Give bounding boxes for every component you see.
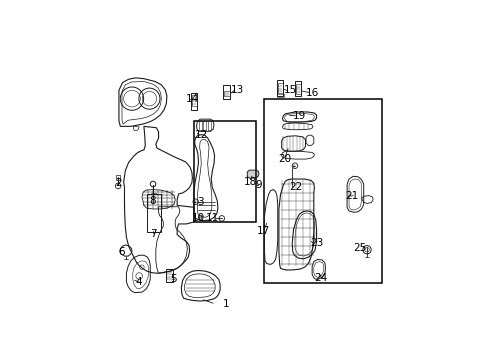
Text: 20: 20 <box>278 154 291 164</box>
Text: 15: 15 <box>283 85 296 95</box>
Text: 24: 24 <box>314 273 327 283</box>
Bar <box>223 85 230 99</box>
Text: 17: 17 <box>257 226 270 236</box>
Text: 13: 13 <box>231 85 244 95</box>
Bar <box>295 84 300 94</box>
Text: 5: 5 <box>170 274 177 284</box>
Bar <box>203 121 206 130</box>
Bar <box>208 121 211 130</box>
Bar <box>277 80 283 96</box>
Text: 22: 22 <box>288 183 302 192</box>
Text: 19: 19 <box>292 111 305 121</box>
Text: 23: 23 <box>309 238 323 248</box>
Bar <box>191 93 197 110</box>
Text: 7: 7 <box>149 229 156 239</box>
Bar <box>277 82 282 93</box>
Text: 14: 14 <box>186 94 199 104</box>
Bar <box>199 121 202 130</box>
Bar <box>166 269 172 282</box>
Text: 4: 4 <box>135 277 142 287</box>
Text: 16: 16 <box>305 87 319 98</box>
Text: 6: 6 <box>118 247 124 257</box>
Bar <box>116 175 120 180</box>
Text: 1: 1 <box>223 299 229 309</box>
Bar <box>193 121 255 222</box>
Text: 11: 11 <box>206 213 219 224</box>
Text: 12: 12 <box>195 130 208 140</box>
Text: 18: 18 <box>244 177 257 187</box>
Bar <box>191 95 196 105</box>
Bar <box>276 94 284 97</box>
Text: 25: 25 <box>353 243 366 253</box>
Bar <box>224 91 229 96</box>
Text: 8: 8 <box>149 196 156 206</box>
Text: 10: 10 <box>191 213 204 224</box>
Text: 2: 2 <box>115 178 121 188</box>
Bar <box>264 99 382 283</box>
Text: 9: 9 <box>255 180 261 190</box>
Bar <box>294 81 301 96</box>
Bar <box>147 194 161 232</box>
Text: 21: 21 <box>344 191 357 201</box>
Text: 3: 3 <box>197 197 203 207</box>
